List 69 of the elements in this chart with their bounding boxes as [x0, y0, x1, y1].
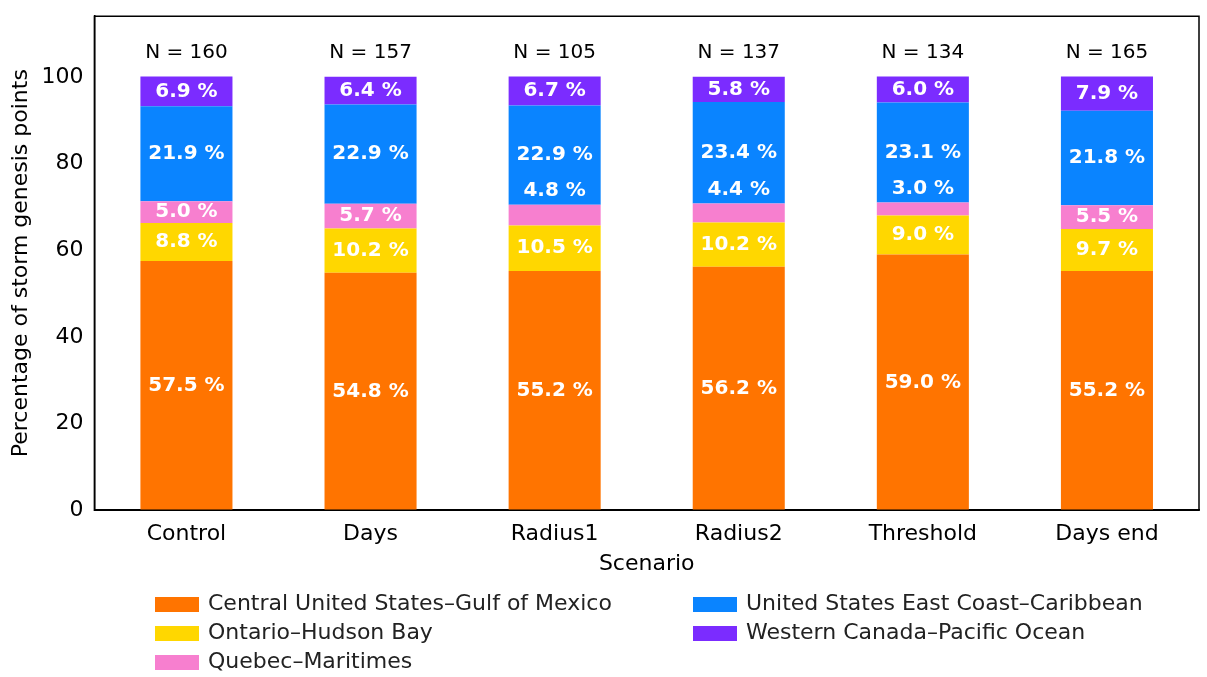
y-tick-label: 60	[55, 235, 84, 261]
data-label: 57.5 %	[148, 371, 225, 396]
y-tick-label: 80	[55, 149, 84, 175]
y-tick-label: 100	[41, 62, 84, 88]
bar	[140, 261, 233, 511]
bar	[692, 203, 785, 223]
bar	[508, 271, 601, 511]
data-label: 3.0 %	[891, 174, 955, 199]
bar	[876, 254, 969, 511]
data-label: 9.0 %	[891, 221, 955, 246]
annotation: N = 137	[697, 39, 781, 64]
legend-label: United States East Coast–Caribbean	[746, 589, 1143, 615]
data-label: 23.4 %	[700, 138, 777, 163]
data-label: 5.7 %	[339, 202, 402, 227]
annotation: N = 160	[145, 39, 228, 64]
data-label: 7.9 %	[1075, 79, 1139, 104]
data-label: 5.0 %	[155, 198, 218, 223]
bar	[1060, 110, 1153, 206]
legend-label: Western Canada–Pacific Ocean	[746, 618, 1086, 644]
bar	[508, 204, 601, 226]
y-axis-title: Percentage of storm genesis points	[6, 69, 32, 458]
bar	[324, 104, 417, 204]
x-axis-title: Scenario	[598, 549, 695, 575]
x-tick-label: Threshold	[867, 520, 978, 546]
x-tick-label: Days end	[1055, 520, 1159, 546]
annotation: N = 165	[1065, 39, 1149, 64]
bar	[508, 105, 601, 205]
data-label: 21.9 %	[148, 139, 225, 164]
data-label: 22.9 %	[332, 140, 409, 165]
x-tick-label: Radius2	[694, 520, 783, 546]
bar	[876, 102, 969, 203]
y-tick-label: 0	[69, 495, 84, 521]
bar	[140, 106, 233, 202]
legend-label: Quebec–Maritimes	[208, 647, 413, 673]
y-tick-label: 20	[55, 409, 84, 435]
data-label: 22.9 %	[516, 141, 593, 166]
data-label: 10.2 %	[700, 230, 777, 255]
data-label: 10.2 %	[332, 236, 409, 261]
data-label: 55.2 %	[1068, 376, 1146, 401]
data-label: 8.8 %	[155, 228, 218, 253]
y-tick-label: 40	[55, 322, 84, 348]
bar	[876, 202, 969, 216]
x-tick-label: Days	[343, 520, 398, 546]
legend-label: Ontario–Hudson Bay	[208, 618, 433, 644]
data-label: 6.7 %	[523, 77, 586, 102]
x-tick-label: Radius1	[510, 520, 599, 546]
data-label: 6.4 %	[339, 76, 402, 101]
annotation: N = 134	[881, 39, 965, 64]
data-label: 56.2 %	[700, 374, 777, 399]
data-label: 10.5 %	[516, 234, 593, 259]
x-tick-label: Control	[146, 520, 227, 546]
data-label: 4.4 %	[707, 175, 770, 200]
data-label: 55.2 %	[516, 376, 593, 401]
data-label: 54.8 %	[332, 377, 409, 402]
bar	[692, 266, 785, 511]
annotation: N = 105	[513, 39, 596, 64]
data-label: 6.9 %	[155, 77, 218, 102]
data-label: 4.8 %	[523, 176, 586, 201]
data-label: 5.8 %	[707, 75, 770, 100]
data-label: 5.5 %	[1075, 203, 1139, 228]
bar	[324, 272, 417, 511]
annotation: N = 157	[329, 39, 412, 64]
data-label: 21.8 %	[1068, 144, 1146, 169]
data-label: 9.7 %	[1075, 236, 1139, 261]
data-label: 59.0 %	[884, 368, 962, 393]
legend-label: Central United States–Gulf of Mexico	[208, 589, 612, 615]
bar	[1060, 271, 1153, 511]
data-label: 6.0 %	[891, 75, 955, 100]
data-label: 23.1 %	[884, 138, 962, 163]
